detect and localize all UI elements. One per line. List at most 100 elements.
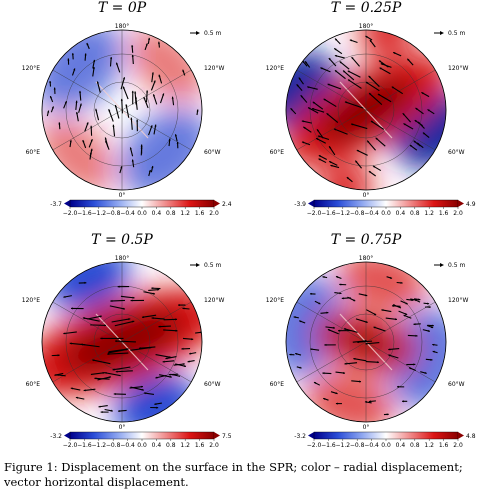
colorbar: -3.7 2.4 −2.0 −1.6 −1.2 −0.8 −0.4 0.0 0.4 0.8 1.2 1… — [50, 199, 232, 217]
displacement-arrow — [307, 106, 319, 114]
colorbar-tick-label: −2.0 — [307, 210, 322, 217]
label-120w: 120°W — [448, 65, 468, 72]
displacement-arrow — [298, 320, 306, 324]
colorbar-tick-label: −0.4 — [120, 442, 135, 449]
displacement-arrow — [150, 165, 154, 173]
displacement-arrow — [392, 304, 402, 309]
displacement-arrow — [131, 90, 134, 105]
label-0: 0° — [119, 424, 126, 431]
displacement-arrow — [312, 101, 324, 110]
displacement-arrow — [403, 123, 414, 130]
label-60w: 60°W — [448, 381, 465, 388]
displacement-arrow — [356, 340, 373, 344]
colorbar-min-value: -3.7 — [50, 201, 62, 208]
displacement-arrow — [131, 45, 134, 53]
grid-meridian — [52, 109, 123, 151]
displacement-arrow — [143, 96, 149, 109]
displacement-arrow — [322, 372, 332, 375]
displacement-arrow — [338, 329, 352, 332]
panel-t025: T = 0.25P 180° 0° 120°E 120°W 60°E 60°W 0.5 m -… — [244, 0, 488, 232]
displacement-arrow — [63, 295, 72, 298]
displacement-arrow — [131, 54, 134, 65]
colorbar-min-extend — [64, 200, 70, 207]
displacement-arrow — [110, 299, 125, 303]
colorbar-tick-label: 1.2 — [424, 442, 434, 449]
colorbar-tick-label: 0.8 — [166, 442, 176, 449]
displacement-arrow — [113, 392, 126, 396]
quiver-key-label: 0.5 m — [448, 30, 465, 37]
figure-caption: Figure 1: Displacement on the surface in… — [4, 460, 463, 489]
displacement-arrow — [90, 324, 107, 327]
displacement-arrow — [347, 79, 362, 89]
displacement-arrow — [377, 93, 392, 103]
displacement-arrow — [174, 134, 178, 142]
displacement-arrow — [119, 166, 123, 174]
colorbar-tick-label: 1.6 — [439, 442, 449, 449]
label-180: 180° — [359, 255, 373, 262]
colorbar-min-extend — [308, 432, 314, 439]
displacement-arrow — [293, 316, 299, 319]
colorbar-tick-label: 1.6 — [195, 442, 205, 449]
map-boundary — [41, 261, 203, 423]
displacement-arrow — [117, 285, 130, 288]
displacement-arrow — [155, 374, 167, 379]
colorbar-max-extend — [458, 432, 464, 439]
vector-field — [290, 35, 435, 183]
displacement-arrow — [342, 70, 355, 81]
label-60e: 60°E — [270, 381, 285, 388]
displacement-arrow — [71, 307, 84, 310]
displacement-arrow — [335, 275, 342, 280]
displacement-arrow — [158, 325, 171, 328]
colorbar-max-extend — [458, 200, 464, 207]
displacement-arrow — [366, 140, 376, 151]
displacement-arrow — [75, 396, 85, 400]
colorbar-tick-label: 0.8 — [410, 442, 420, 449]
displacement-arrow — [417, 121, 425, 129]
displacement-arrow — [334, 291, 342, 295]
displacement-arrow — [409, 144, 418, 151]
panel-title: T = 0P — [97, 0, 147, 16]
colorbar-tick-label: 0.4 — [396, 442, 406, 449]
panel-title: T = 0.5P — [91, 232, 153, 248]
colorbar-tick-label: 0.0 — [381, 442, 391, 449]
colorbar-tick-label: −1.6 — [77, 210, 92, 217]
colorbar-max-extend — [214, 200, 220, 207]
displacement-arrow — [130, 299, 145, 302]
displacement-arrow — [422, 329, 431, 332]
colorbar-tick-label: 0.4 — [152, 442, 162, 449]
displacement-arrow — [157, 41, 161, 48]
colorbar-max-extend — [214, 432, 220, 439]
displacement-arrow — [375, 137, 386, 147]
displacement-arrow — [84, 53, 87, 61]
displacement-arrow — [162, 360, 175, 363]
displacement-arrow — [143, 291, 156, 295]
displacement-arrow — [115, 370, 133, 373]
displacement-arrow — [109, 57, 113, 67]
displacement-arrow — [327, 83, 342, 90]
displacement-arrow — [152, 94, 158, 105]
colorbar-max-value: 2.4 — [222, 201, 232, 208]
displacement-arrow — [392, 51, 402, 57]
displacement-arrow — [182, 337, 194, 341]
displacement-arrow — [158, 74, 163, 84]
colorbar-tick-label: −1.6 — [321, 442, 336, 449]
displacement-arrow — [115, 340, 136, 343]
displacement-arrow — [150, 406, 159, 409]
displacement-arrow — [178, 304, 186, 307]
label-120e: 120°E — [22, 297, 40, 304]
displacement-arrow — [115, 62, 121, 73]
vector-field — [46, 37, 199, 177]
displacement-arrow — [334, 38, 341, 45]
colorbar-max-value: 4.8 — [466, 433, 476, 440]
grid-meridian — [52, 301, 123, 343]
displacement-arrow — [50, 106, 55, 113]
displacement-arrow — [295, 352, 302, 356]
displacement-arrow — [107, 348, 128, 354]
label-60w: 60°W — [448, 149, 465, 156]
displacement-arrow — [82, 317, 100, 322]
colorbar-tick-label: 0.0 — [381, 210, 391, 217]
displacement-arrow — [427, 108, 435, 115]
displacement-arrow — [414, 298, 421, 301]
colorbar-tick-label: 0.4 — [152, 210, 162, 217]
displacement-arrow — [365, 81, 380, 92]
